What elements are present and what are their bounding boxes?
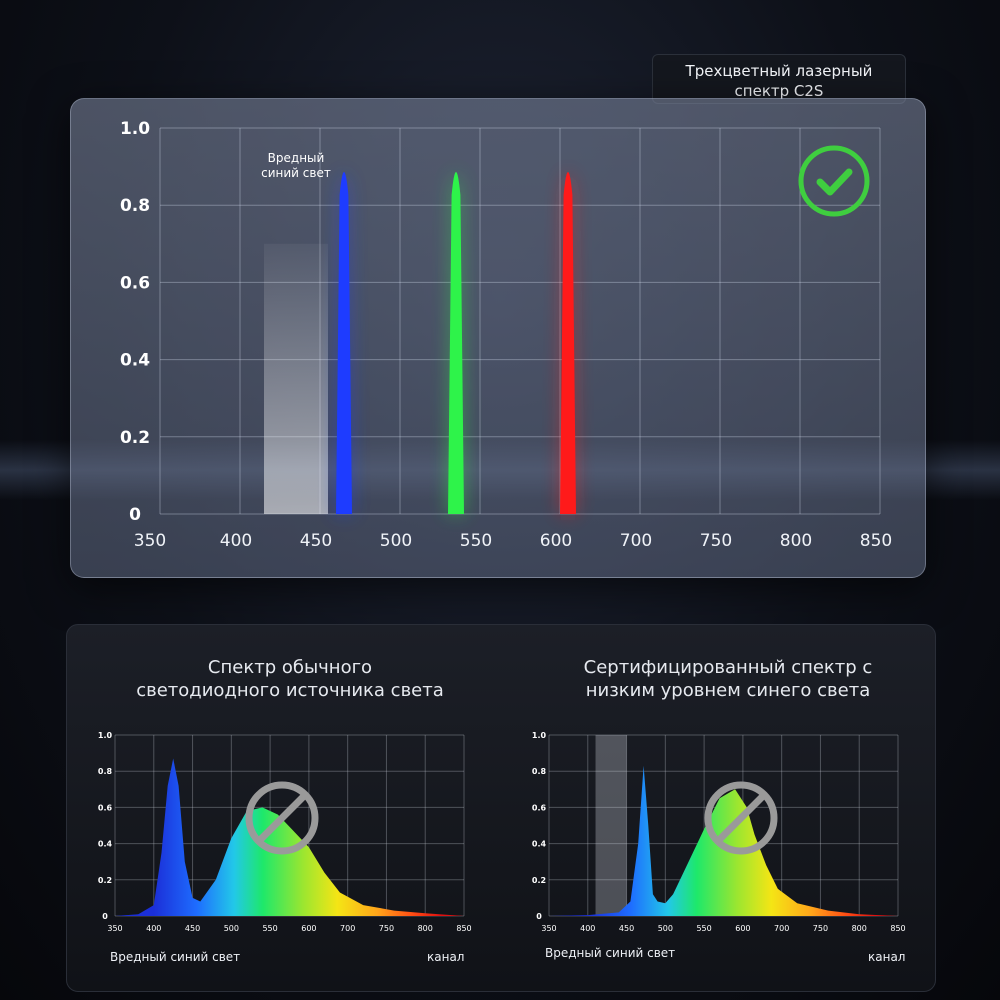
x-tick-label: 700 — [340, 924, 355, 933]
y-tick-label: 0 — [102, 912, 108, 921]
y-tick-label: 0.6 — [532, 803, 547, 812]
x-tick-label: 600 — [301, 924, 316, 933]
certified-footer-left: Вредный синий свет — [545, 946, 676, 960]
laser-line-green — [448, 172, 464, 514]
harmful-blue-band — [264, 243, 328, 515]
y-tick-label: 0.2 — [98, 876, 112, 885]
harmful-band-label-2: синий свет — [261, 166, 331, 180]
y-tick-label: 0 — [536, 912, 542, 921]
led-spectrum-chart: 0 0.2 0.4 0.6 0.8 1.0 350 400 450 500 550 600 700 750… — [98, 731, 472, 933]
led-footer-left: Вредный синий свет — [110, 950, 241, 964]
y-tick-label: 0.8 — [532, 767, 547, 776]
check-icon — [798, 145, 870, 217]
y-tick-label: 0.8 — [120, 196, 150, 216]
y-tick-label: 1.0 — [120, 119, 150, 139]
harmful-band-label-1: Вредный — [268, 151, 325, 165]
laser-line-red — [560, 172, 576, 514]
y-tick-label: 1.0 — [98, 731, 113, 740]
x-tick-label: 450 — [185, 924, 200, 933]
x-tick-label: 400 — [220, 531, 252, 551]
x-tick-label: 450 — [300, 531, 332, 551]
y-tick-label: 0.2 — [120, 428, 150, 448]
x-tick-label: 850 — [456, 924, 471, 933]
x-tick-label: 550 — [460, 531, 492, 551]
x-tick-label: 500 — [658, 924, 673, 933]
certified-spectrum-chart: 0 0.2 0.4 0.6 0.8 1.0 350 400 450 500 550 600 700 750… — [532, 731, 906, 933]
spectrum-area — [549, 765, 898, 916]
x-tick-label: 800 — [418, 924, 433, 933]
y-tick-label: 1.0 — [532, 731, 547, 740]
x-tick-label: 800 — [780, 531, 812, 551]
x-tick-label: 350 — [107, 924, 122, 933]
y-tick-label: 0 — [129, 505, 141, 525]
x-tick-label: 600 — [540, 531, 572, 551]
x-tick-label: 450 — [619, 924, 634, 933]
main-chart-glass-panel — [70, 98, 926, 578]
y-tick-label: 0.6 — [120, 273, 150, 293]
x-tick-label: 400 — [580, 924, 595, 933]
x-tick-label: 550 — [262, 924, 277, 933]
certified-footer-right: канал — [868, 950, 906, 964]
harmful-blue-band — [595, 735, 627, 916]
led-footer-right: канал — [427, 950, 465, 964]
laser-line-blue — [336, 172, 352, 514]
x-tick-label: 850 — [890, 924, 905, 933]
x-tick-label: 600 — [735, 924, 750, 933]
x-tick-label: 550 — [696, 924, 711, 933]
x-tick-label: 350 — [134, 531, 166, 551]
x-tick-label: 400 — [146, 924, 161, 933]
certified-spectrum-title: Сертифицированный спектр с низким уровне… — [583, 657, 873, 701]
caption-line-1: Трехцветный лазерный — [685, 62, 873, 80]
x-tick-label: 750 — [813, 924, 828, 933]
prohibit-icon — [245, 781, 319, 855]
x-tick-label: 750 — [379, 924, 394, 933]
x-tick-label: 500 — [380, 531, 412, 551]
y-tick-label: 0.8 — [98, 767, 113, 776]
y-tick-label: 0.2 — [532, 876, 546, 885]
prohibit-icon — [704, 781, 778, 855]
chart-caption: Трехцветный лазерный спектр C2S — [652, 54, 906, 104]
y-tick-label: 0.4 — [532, 840, 547, 849]
comparison-panel — [66, 624, 936, 992]
x-tick-label: 350 — [541, 924, 556, 933]
led-spectrum-title: Спектр обычного светодиодного источника … — [136, 657, 444, 701]
spectrum-area — [115, 758, 464, 916]
y-tick-label: 0.4 — [98, 840, 113, 849]
y-tick-label: 0.4 — [120, 351, 150, 371]
caption-line-2: спектр C2S — [734, 82, 824, 100]
x-tick-label: 800 — [852, 924, 867, 933]
x-tick-label: 850 — [860, 531, 892, 551]
y-tick-label: 0.6 — [98, 803, 113, 812]
x-tick-label: 500 — [224, 924, 239, 933]
x-tick-label: 700 — [620, 531, 652, 551]
x-tick-label: 750 — [700, 531, 732, 551]
x-tick-label: 700 — [774, 924, 789, 933]
